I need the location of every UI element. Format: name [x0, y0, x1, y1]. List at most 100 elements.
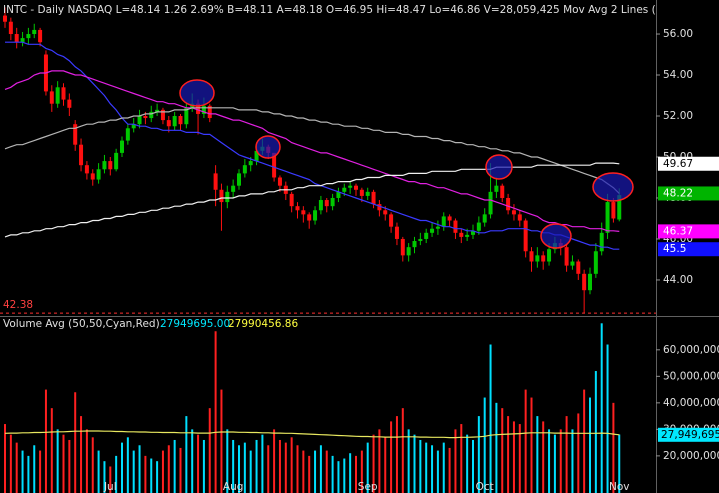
- volume-bar: [436, 450, 439, 493]
- x-tick-label: Sep: [358, 481, 378, 493]
- volume-bar: [15, 442, 18, 493]
- candle-body: [231, 185, 236, 192]
- candle-body: [354, 185, 358, 190]
- candle-body: [336, 191, 341, 198]
- candle-body: [441, 216, 446, 227]
- volume-bar: [103, 461, 106, 493]
- candle-body: [588, 273, 592, 291]
- volume-bar: [325, 450, 328, 493]
- volume-bar: [232, 439, 235, 493]
- volume-bar: [62, 434, 65, 493]
- moving-average-line: [4, 107, 620, 194]
- volume-bar: [583, 389, 586, 493]
- volume-bar: [501, 408, 504, 493]
- volume-bar: [214, 331, 217, 493]
- candle-body: [406, 247, 411, 256]
- last-value-label: 45.5: [663, 243, 686, 255]
- price-header: INTC - Daily NASDAQ L=48.14 1.26 2.69% B…: [3, 4, 678, 16]
- moving-average-line: [5, 41, 620, 250]
- moving-average-line: [4, 162, 620, 238]
- y-tick-label: 50,000,000: [663, 370, 719, 382]
- candle-body: [576, 261, 581, 274]
- volume-readout: 27990456.86: [228, 318, 298, 330]
- candle-body: [125, 128, 130, 141]
- volume-bar: [109, 466, 112, 493]
- volume-bar: [524, 389, 527, 493]
- volume-bar: [150, 458, 153, 493]
- candle-body: [301, 210, 306, 215]
- x-tick-label: Aug: [223, 481, 244, 493]
- candle-body: [96, 169, 101, 180]
- highlight-circle: [255, 135, 281, 159]
- y-tick-label: 54.00: [663, 69, 693, 81]
- candle-body: [8, 21, 13, 35]
- candle-body: [506, 197, 511, 211]
- y-tick-label: 20,000,000: [663, 450, 719, 462]
- candle-body: [541, 255, 546, 262]
- volume-bar: [454, 429, 457, 493]
- candle-body: [313, 210, 318, 221]
- volume-average-line: [4, 430, 620, 439]
- volume-bar: [267, 445, 270, 493]
- x-tick-label: Nov: [609, 481, 630, 493]
- candle-body: [605, 202, 610, 233]
- candle-body: [500, 185, 505, 198]
- candle-body: [3, 15, 7, 22]
- candle-body: [79, 144, 84, 166]
- volume-bar: [577, 413, 580, 493]
- candle-body: [49, 91, 54, 104]
- volume-bar: [144, 455, 147, 493]
- candle-body: [67, 99, 72, 108]
- volume-bar: [4, 424, 6, 493]
- volume-bar: [284, 442, 287, 493]
- candle-body: [418, 238, 423, 242]
- candle-body: [14, 34, 19, 43]
- candle-body: [307, 214, 312, 221]
- volume-bar: [278, 439, 281, 493]
- candle-body: [547, 249, 552, 262]
- volume-bar: [349, 453, 352, 493]
- candle-body: [617, 195, 622, 220]
- candle-body: [219, 189, 224, 203]
- volume-bar: [401, 408, 404, 493]
- volume-bar: [553, 434, 556, 493]
- candle-body: [435, 226, 440, 229]
- candle-body: [383, 210, 388, 215]
- volume-bar: [390, 421, 393, 493]
- volume-bar: [185, 416, 188, 493]
- candle-body: [131, 124, 136, 129]
- candle-body: [207, 105, 212, 119]
- candle-body: [137, 115, 142, 125]
- volume-bar: [156, 461, 159, 493]
- volume-bar: [273, 429, 276, 493]
- candle-body: [272, 152, 277, 178]
- volume-bar: [343, 458, 346, 493]
- candle-body: [38, 29, 43, 43]
- highlight-circle: [485, 154, 513, 180]
- candle-body: [412, 241, 417, 248]
- volume-bar: [9, 434, 12, 493]
- volume-bar: [355, 455, 357, 493]
- volume-bar: [442, 442, 445, 493]
- x-tick-label: Oct: [476, 481, 494, 493]
- volume-bar: [483, 397, 486, 493]
- volume-bar: [290, 437, 293, 493]
- candle-body: [488, 191, 493, 215]
- volume-bar: [366, 442, 369, 493]
- candle-body: [365, 191, 370, 196]
- last-value-box: [658, 427, 719, 442]
- last-value-label: 49.67: [663, 158, 693, 170]
- candle-body: [348, 185, 353, 188]
- volume-bar: [565, 416, 568, 493]
- volume-bar: [132, 450, 135, 493]
- candle-body: [511, 210, 516, 215]
- candle-body: [20, 38, 25, 43]
- candle-body: [102, 161, 107, 170]
- volume-bar: [618, 434, 621, 493]
- volume-bar: [33, 445, 36, 493]
- volume-bar: [372, 434, 375, 493]
- volume-bar: [360, 450, 363, 493]
- highlight-circle: [540, 223, 572, 249]
